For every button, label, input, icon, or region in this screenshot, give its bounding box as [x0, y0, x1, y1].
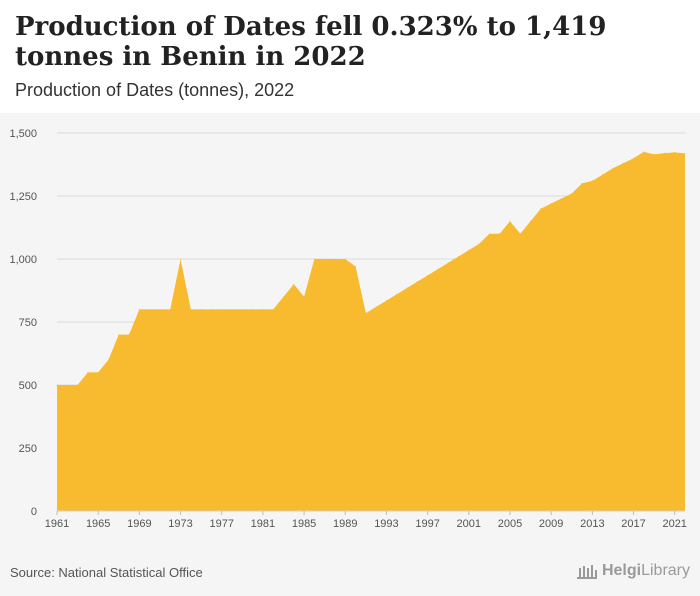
- y-tick-label: 0: [31, 506, 37, 518]
- data-point: [138, 308, 140, 310]
- data-point: [97, 371, 99, 373]
- data-point: [87, 371, 89, 373]
- data-point: [334, 258, 336, 260]
- data-point: [550, 203, 552, 205]
- data-point: [324, 258, 326, 260]
- data-point: [509, 220, 511, 222]
- x-tick-label: 1993: [374, 518, 398, 530]
- x-tick-label: 1969: [127, 518, 151, 530]
- area-series: [56, 151, 686, 511]
- x-tick-label: 2005: [498, 518, 522, 530]
- data-point: [458, 255, 460, 257]
- data-point: [396, 293, 398, 295]
- x-tick-label: 1965: [86, 518, 110, 530]
- x-tick-label: 1977: [209, 518, 233, 530]
- data-point: [262, 308, 264, 310]
- data-point: [581, 182, 583, 184]
- data-point: [355, 266, 357, 268]
- data-point: [313, 258, 315, 260]
- data-point: [149, 308, 151, 310]
- data-point: [591, 180, 593, 182]
- data-point: [128, 334, 130, 336]
- data-point: [406, 287, 408, 289]
- x-tick-label: 1961: [45, 518, 69, 530]
- source-note: Source: National Statistical Office: [10, 565, 203, 580]
- data-point: [663, 152, 665, 154]
- chart-title: Production of Dates fell 0.323% to 1,419…: [15, 12, 607, 72]
- area-chart: 0 250 500 750 1,000 1,250 1,500 1961 1965 1969 197…: [9, 128, 686, 530]
- x-tick-label: 2021: [662, 518, 686, 530]
- data-point: [241, 308, 243, 310]
- data-point: [77, 384, 79, 386]
- data-point: [180, 258, 182, 260]
- data-point: [252, 308, 254, 310]
- axes: 0 250 500 750 1,000 1,250 1,500 1961 1965 1969 197…: [9, 128, 686, 530]
- data-point: [530, 220, 532, 222]
- chart-header: Production of Dates fell 0.323% to 1,419…: [0, 0, 700, 113]
- data-point: [519, 233, 521, 235]
- data-point: [478, 243, 480, 245]
- data-point: [375, 306, 377, 308]
- data-point: [674, 151, 676, 153]
- x-tick-label: 1981: [251, 518, 275, 530]
- data-point: [684, 152, 686, 154]
- x-tick-label: 2017: [621, 518, 645, 530]
- x-tick-label: 1989: [333, 518, 357, 530]
- data-point: [437, 268, 439, 270]
- x-tick-label: 1985: [292, 518, 316, 530]
- data-point: [159, 308, 161, 310]
- data-point: [622, 162, 624, 164]
- data-point: [221, 308, 223, 310]
- y-tick-label: 1,500: [9, 128, 37, 140]
- logo-text-regular: Library: [641, 562, 690, 579]
- logo-text-bold: Helgi: [601, 562, 642, 579]
- data-point: [365, 312, 367, 314]
- data-point: [169, 308, 171, 310]
- y-tick-label: 1,250: [9, 191, 37, 203]
- data-point: [200, 308, 202, 310]
- data-point: [468, 249, 470, 251]
- data-point: [107, 359, 109, 361]
- data-point: [385, 300, 387, 302]
- data-point: [282, 296, 284, 298]
- data-point: [56, 384, 58, 386]
- data-point: [540, 208, 542, 210]
- data-point: [293, 283, 295, 285]
- data-point: [499, 233, 501, 235]
- data-point: [602, 174, 604, 176]
- data-point: [612, 167, 614, 169]
- y-tick-label: 750: [19, 317, 37, 329]
- data-point: [118, 334, 120, 336]
- data-point: [427, 274, 429, 276]
- y-tick-label: 500: [19, 380, 37, 392]
- y-tick-label: 250: [19, 443, 37, 455]
- data-point: [210, 308, 212, 310]
- data-point: [303, 296, 305, 298]
- data-point: [488, 233, 490, 235]
- x-tick-label: 1997: [415, 518, 439, 530]
- data-point: [190, 308, 192, 310]
- data-point: [633, 157, 635, 159]
- x-tick-label: 2001: [457, 518, 481, 530]
- data-point: [560, 198, 562, 200]
- x-tick-label: 2013: [580, 518, 604, 530]
- area-fill: [57, 151, 685, 511]
- data-point: [416, 281, 418, 283]
- y-tick-label: 1,000: [9, 254, 37, 266]
- data-point: [231, 308, 233, 310]
- data-point: [66, 384, 68, 386]
- x-tick-label: 1973: [168, 518, 192, 530]
- library-building-icon: [576, 565, 597, 579]
- data-point: [643, 151, 645, 153]
- data-point: [272, 308, 274, 310]
- data-point: [344, 258, 346, 260]
- helgilibrary-logo: Helgi Library: [576, 562, 690, 580]
- data-point: [653, 153, 655, 155]
- data-point: [571, 192, 573, 194]
- x-tick-label: 2009: [539, 518, 563, 530]
- data-point: [447, 262, 449, 264]
- chart-subtitle: Production of Dates (tonnes), 2022: [15, 80, 295, 100]
